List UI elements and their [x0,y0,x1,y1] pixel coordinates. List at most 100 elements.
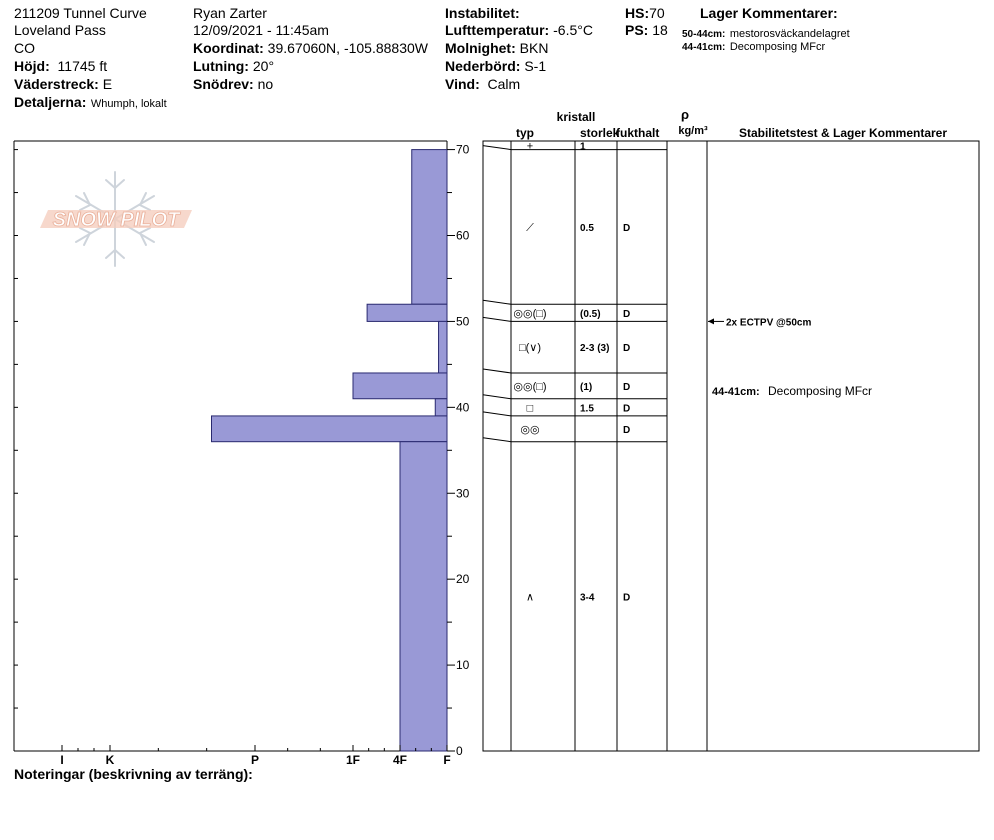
header-stability: Stabilitetstest & Lager Kommentarer [739,126,947,140]
precip-value: S-1 [524,58,547,74]
stability-tests: 2x ECTPV @50cm 44-41cm: Decomposing MFcr [708,317,872,398]
layer-leader-44 [482,368,512,374]
layer-comment-2-text: Decomposing MFcr [729,41,826,53]
hardness-bars [211,149,448,752]
hardness-bar-5 [211,415,448,443]
airtemp-value: -6.5°C [553,22,593,38]
hardness-bar-1 [366,303,448,322]
hardness-label-F: F [443,753,450,767]
hardness-bar-6 [399,441,448,752]
sky-row: Molnighet: BKN [445,40,548,56]
header-rho: ρ [681,107,689,122]
header-typ: typ [516,126,534,140]
grain-size-cell: 2-3 (3) [580,343,609,354]
grain-size-cell: (1) [580,382,592,393]
observer-name: Ryan Zarter [193,5,267,21]
grain-type-cell: + [527,140,533,152]
drift-row: Snödrev: no [193,76,273,92]
snowpilot-logo: SNOW PILOT [40,171,192,267]
ps-value: 18 [652,22,668,38]
drift-label: Snödrev: [193,76,254,92]
grain-type-cell: ◎◎(□) [513,308,546,320]
header-fukthalt: fukthalt [616,126,659,140]
hardness-label-1F: 1F [346,753,360,767]
grain-size-cell: 1 [580,141,586,152]
precip-row: Nederbörd: S-1 [445,58,546,74]
elevation-value: 11745 ft [57,58,108,74]
layer-table-header: kristall typ storlek fukthalt ρ kg/m³ St… [516,107,947,140]
depth-tick-label-0: 0 [456,744,463,758]
layer-leader-41 [482,394,512,400]
airtemp-row: Lufttemperatur: -6.5°C [445,22,593,38]
hs-row: HS:70 [625,5,665,21]
grain-type-cell: ⟋ [526,222,534,234]
depth-tick-label-10: 10 [456,658,470,672]
layer-leader-50 [482,316,512,322]
layer-comment-2: 44-41cm: Decomposing MFcr [682,37,825,55]
layer-leader-70 [482,145,512,151]
hardness-label-P: P [251,753,259,767]
depth-tick-label-40: 40 [456,400,470,414]
moisture-cell: D [623,309,630,320]
grain-size-cell: 0.5 [580,223,594,234]
terrain-notes-label: Noteringar (beskrivning av terräng): [14,766,253,782]
depth-tick-label-30: 30 [456,486,470,500]
hardness-bar-0 [411,149,448,305]
ps-label: PS: [625,22,649,38]
sky-label: Molnighet: [445,40,516,56]
hardness-bar-2 [438,320,448,374]
instability-row: Instabilitet: [445,5,520,21]
layer-comment-1-range: 50-44cm: [682,29,726,40]
depth-axis: 0 10 20 30 40 50 60 70 [447,143,470,758]
layer-table-rows: +1 ⟋ 0.5 D ◎◎(□) (0.5) D □(∨) 2-3 (3) D ◎◎(□) (1) D □… [482,140,667,603]
aspect-value: E [102,76,113,92]
grain-type-cell: ◎◎ [520,424,539,436]
depth-tick-label-60: 60 [456,229,470,243]
hardness-bar-3 [352,372,448,400]
layer-comment-1: 50-44cm: mestorosväckandelagret [682,24,850,42]
layer-leader-39 [482,411,512,417]
details-row: Detaljerna: Whumph, lokalt [14,94,167,112]
grain-size-cell: (0.5) [580,309,601,320]
airtemp-label: Lufttemperatur: [445,22,550,38]
slope-row: Lutning: 20° [193,58,274,74]
hardness-axis: I K P 1F 4F F [60,745,451,767]
state-name: CO [14,40,35,56]
moisture-cell: D [623,592,630,603]
test-label-0: 2x ECTPV @50cm [726,317,811,328]
area-name: Loveland Pass [14,22,106,38]
elevation-row: Höjd: 11745 ft [14,58,107,74]
ps-row: PS: 18 [625,22,668,38]
moisture-cell: D [623,223,630,234]
header-density-unit: kg/m³ [678,125,708,137]
coord-value: 39.67060N, -105.88830W [267,40,428,56]
moisture-cell: D [623,343,630,354]
hardness-label-K: K [106,753,115,767]
depth-tick-label-70: 70 [456,143,470,157]
hardness-label-4F: 4F [393,753,407,767]
test-arrow-head-0 [708,318,714,325]
layer-comment-2-range: 44-41cm: [682,42,726,53]
table-border [482,140,980,752]
slope-value: 20° [252,58,275,74]
sky-value: BKN [519,40,549,56]
layer-note-text-0: Decomposing MFcr [768,384,872,398]
grain-type-cell: □ [527,402,534,414]
details-value: Whumph, lokalt [90,98,167,110]
coord-row: Koordinat: 39.67060N, -105.88830W [193,40,428,56]
wind-value: Calm [487,76,521,92]
drift-value: no [257,76,274,92]
wind-label: Vind: [445,76,480,92]
grain-type-cell: □(∨) [519,342,541,354]
grain-size-cell: 1.5 [580,403,594,414]
header-storlek: storlek [580,126,620,140]
precip-label: Nederbörd: [445,58,521,74]
layer-comments-title: Lager Kommentarer: [700,5,838,21]
moisture-cell: D [623,403,630,414]
depth-tick-label-50: 50 [456,314,470,328]
site-name: 211209 Tunnel Curve [14,5,147,21]
wind-row: Vind: Calm [445,76,520,92]
moisture-cell: D [623,425,630,436]
elevation-label: Höjd: [14,58,50,74]
